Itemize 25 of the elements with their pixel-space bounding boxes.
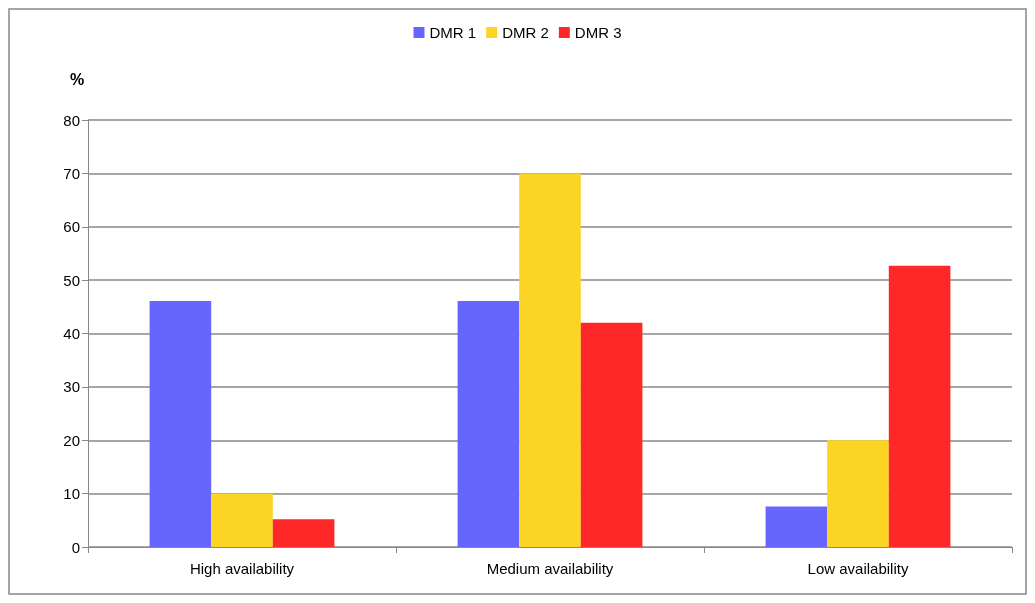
legend-label: DMR 1 [429, 24, 477, 41]
bar [888, 265, 951, 547]
x-tick-label: Low availability [807, 560, 909, 577]
bar [149, 300, 212, 547]
y-tick-label: 30 [63, 378, 80, 396]
x-tick-label: High availability [189, 560, 295, 577]
y-tick-label: 0 [71, 538, 80, 556]
y-axis-title: % [70, 70, 85, 88]
y-tick-label: 70 [63, 164, 80, 182]
bar [272, 519, 335, 547]
y-tick-label: 20 [63, 431, 80, 449]
bar [827, 440, 889, 547]
bar [580, 322, 643, 547]
bar [519, 173, 581, 547]
y-tick-label: 50 [63, 271, 80, 289]
y-tick-label: 80 [63, 111, 80, 129]
bar [457, 300, 520, 547]
legend-label: DMR 2 [502, 24, 549, 41]
y-tick-label: 10 [63, 485, 80, 503]
legend-label: DMR 3 [574, 24, 622, 41]
y-tick-label: 60 [63, 218, 80, 236]
x-tick-label: Medium availability [486, 560, 614, 577]
bar [765, 506, 828, 547]
y-tick-label: 40 [63, 325, 80, 342]
bar [211, 493, 273, 547]
